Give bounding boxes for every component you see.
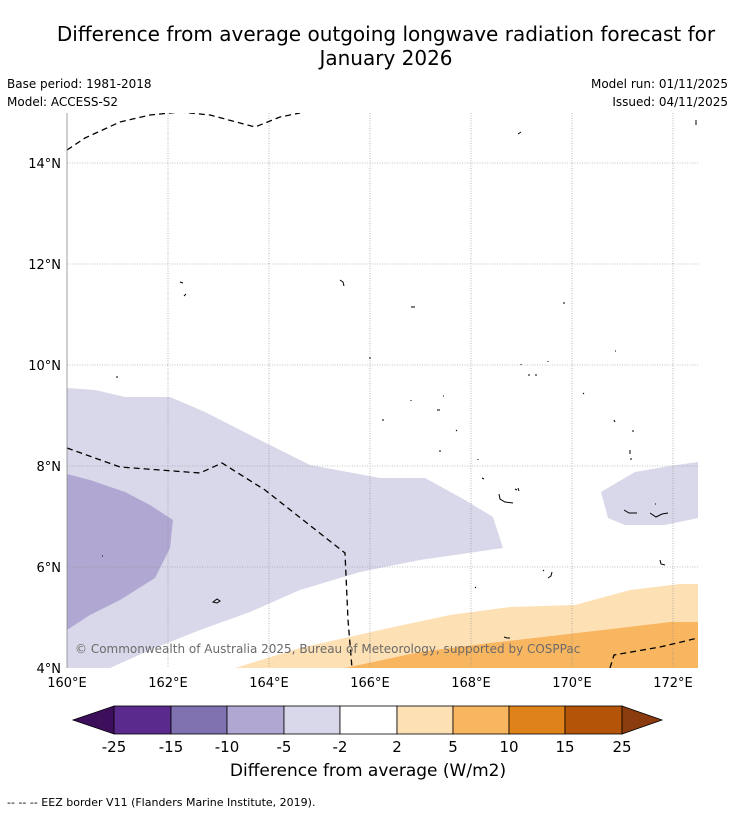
base-period: Base period: 1981-2018 xyxy=(7,77,152,91)
colorbar-label: -2 xyxy=(333,738,348,756)
lon-label: 166°E xyxy=(350,676,390,691)
colorbar-label: -5 xyxy=(277,738,292,756)
model-run: Model run: 01/11/2025 xyxy=(590,77,728,91)
colorbar-under-extension xyxy=(71,705,115,735)
colorbar-bin xyxy=(226,705,285,735)
colorbar-title: Difference from average (W/m2) xyxy=(229,761,507,781)
gridlines xyxy=(67,113,698,668)
colorbar-label: 5 xyxy=(448,738,458,756)
colorbar-label: 15 xyxy=(555,738,574,756)
lon-label: 160°E xyxy=(47,676,87,691)
map-plot-area xyxy=(67,113,698,668)
lat-label: 4°N xyxy=(37,662,62,677)
colorbar-bin xyxy=(508,705,566,735)
eez-legend-note: -- -- -- EEZ border V11 (Flanders Marine… xyxy=(7,796,316,809)
islands xyxy=(102,120,697,639)
colorbar-label: -25 xyxy=(102,738,127,756)
eez-borders xyxy=(67,113,698,668)
lon-label: 164°E xyxy=(249,676,289,691)
title-line-1: Difference from average outgoing longwav… xyxy=(56,22,716,46)
colorbar-label: -10 xyxy=(215,738,240,756)
axis-labels: 160°E 162°E 164°E 166°E 168°E 170°E 172°… xyxy=(28,157,693,691)
title-line-2: January 2026 xyxy=(319,46,453,70)
colorbar-bin xyxy=(170,705,228,735)
meta-left: Base period: 1981-2018 Model: ACCESS-S2 xyxy=(7,75,152,111)
colorbar-labels: -25 -15 -10 -5 -2 2 5 10 15 25 xyxy=(102,738,632,756)
lon-label: 170°E xyxy=(552,676,592,691)
issued-date: Issued: 04/11/2025 xyxy=(612,95,728,109)
anomaly-region-orange xyxy=(345,622,698,668)
copyright-notice: © Commonwealth of Australia 2025, Bureau… xyxy=(75,642,580,656)
colorbar-bin xyxy=(283,705,341,735)
colorbar-bin xyxy=(452,705,510,735)
colorbar-bin xyxy=(564,705,623,735)
lat-label: 8°N xyxy=(37,460,62,475)
map-title: Difference from average outgoing longwav… xyxy=(0,22,736,70)
lon-label: 168°E xyxy=(451,676,491,691)
lat-label: 6°N xyxy=(37,561,62,576)
anomaly-region-east-purple xyxy=(601,462,698,525)
colorbar-label: 10 xyxy=(499,738,518,756)
lon-label: 162°E xyxy=(148,676,188,691)
colorbar-bin xyxy=(339,705,398,735)
model-name: Model: ACCESS-S2 xyxy=(7,95,119,109)
anomaly-region-medium-purple xyxy=(67,474,173,630)
lat-label: 14°N xyxy=(28,157,61,172)
colorbar-over-extension xyxy=(621,705,664,735)
lat-label: 10°N xyxy=(28,359,61,374)
colorbar-label: -15 xyxy=(159,738,184,756)
lon-label: 172°E xyxy=(653,676,693,691)
anomaly-region-light-purple xyxy=(67,388,503,668)
colorbar xyxy=(71,705,664,735)
colorbar-label: 2 xyxy=(392,738,402,756)
meta-right: Model run: 01/11/2025 Issued: 04/11/2025 xyxy=(591,75,728,111)
colorbar-bin xyxy=(113,705,172,735)
colorbar-label: 25 xyxy=(612,738,631,756)
lat-label: 12°N xyxy=(28,258,61,273)
colorbar-bin xyxy=(396,705,454,735)
